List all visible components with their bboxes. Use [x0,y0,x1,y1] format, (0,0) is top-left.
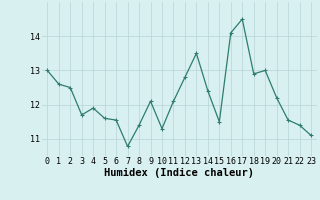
X-axis label: Humidex (Indice chaleur): Humidex (Indice chaleur) [104,168,254,178]
